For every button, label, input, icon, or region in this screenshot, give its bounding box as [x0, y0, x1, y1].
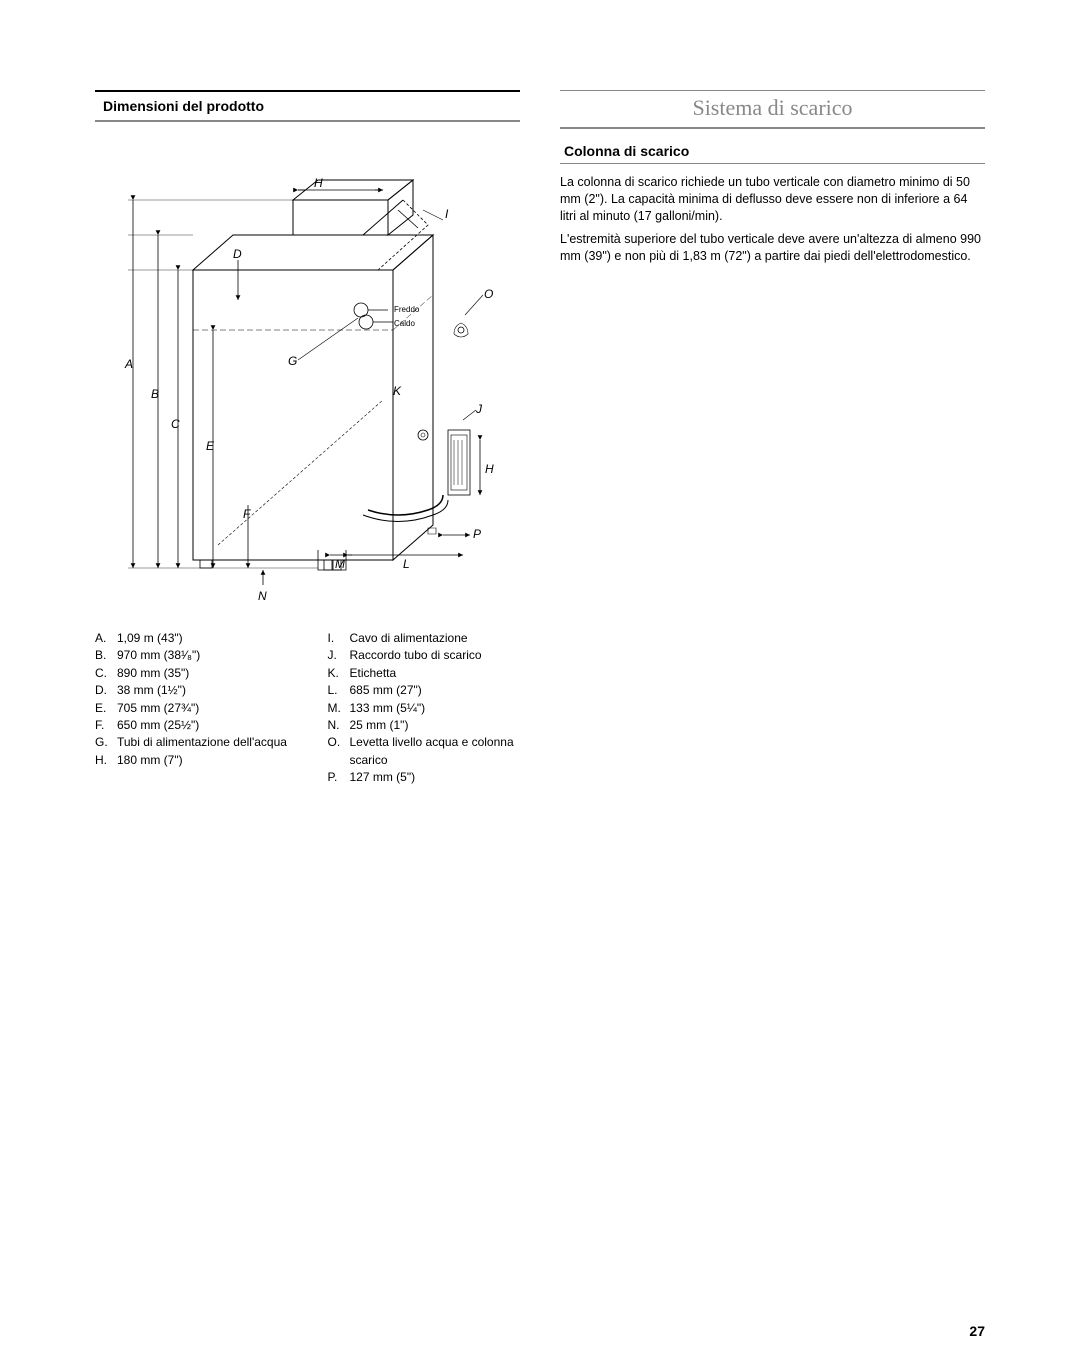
legend-item: A.1,09 m (43") [95, 630, 288, 647]
sub-title-bar: Colonna di scarico [560, 139, 985, 164]
label-b: B [151, 387, 159, 401]
section-title: Dimensioni del prodotto [95, 98, 520, 114]
label-h-side: H [485, 462, 494, 476]
legend: A.1,09 m (43") B.970 mm (38¹⁄₈") C.890 m… [95, 630, 520, 787]
main-heading: Sistema di scarico [560, 95, 985, 121]
main-heading-bar: Sistema di scarico [560, 90, 985, 129]
label-p: P [473, 527, 481, 541]
paragraph: L'estremità superiore del tubo verticale… [560, 231, 985, 265]
label-e: E [206, 439, 215, 453]
label-a: A [124, 357, 133, 371]
legend-item: K.Etichetta [328, 665, 521, 682]
legend-item: O.Levetta livello acqua e colonna scaric… [328, 734, 521, 769]
label-c: C [171, 417, 180, 431]
legend-left: A.1,09 m (43") B.970 mm (38¹⁄₈") C.890 m… [95, 630, 288, 787]
label-k: K [393, 384, 402, 398]
page-number: 27 [969, 1323, 985, 1339]
legend-item: D.38 mm (1½") [95, 682, 288, 699]
right-column: Sistema di scarico Colonna di scarico La… [560, 90, 985, 787]
legend-item: G.Tubi di alimentazione dell'acqua [95, 734, 288, 751]
label-l: L [403, 557, 410, 571]
label-f: F [243, 507, 251, 521]
legend-item: B.970 mm (38¹⁄₈") [95, 647, 288, 664]
section-title-bar: Dimensioni del prodotto [95, 90, 520, 122]
label-o: O [484, 287, 493, 301]
legend-item: L.685 mm (27") [328, 682, 521, 699]
legend-item: H.180 mm (7") [95, 752, 288, 769]
label-m: M [335, 557, 345, 571]
legend-right: I.Cavo di alimentazione J.Raccordo tubo … [328, 630, 521, 787]
label-freddo: Freddo [394, 305, 420, 314]
legend-item: E.705 mm (27¾") [95, 700, 288, 717]
legend-item: P.127 mm (5") [328, 769, 521, 786]
label-caldo: Caldo [394, 319, 415, 328]
page-content: Dimensioni del prodotto [95, 90, 985, 787]
label-d: D [233, 247, 242, 261]
legend-item: M.133 mm (5¼") [328, 700, 521, 717]
label-h-top: H [314, 176, 323, 190]
label-g: G [288, 354, 297, 368]
label-j: J [475, 402, 483, 416]
sub-title: Colonna di scarico [560, 143, 985, 159]
legend-item: N.25 mm (1") [328, 717, 521, 734]
left-column: Dimensioni del prodotto [95, 90, 520, 787]
paragraph: La colonna di scarico richiede un tubo v… [560, 174, 985, 225]
legend-item: I.Cavo di alimentazione [328, 630, 521, 647]
label-i: I [445, 207, 449, 221]
legend-item: C.890 mm (35") [95, 665, 288, 682]
label-n: N [258, 589, 267, 603]
legend-item: J.Raccordo tubo di scarico [328, 647, 521, 664]
diagram-container: Freddo Caldo [95, 140, 520, 610]
legend-item: F.650 mm (25½") [95, 717, 288, 734]
product-dimensions-diagram: Freddo Caldo [118, 140, 498, 610]
